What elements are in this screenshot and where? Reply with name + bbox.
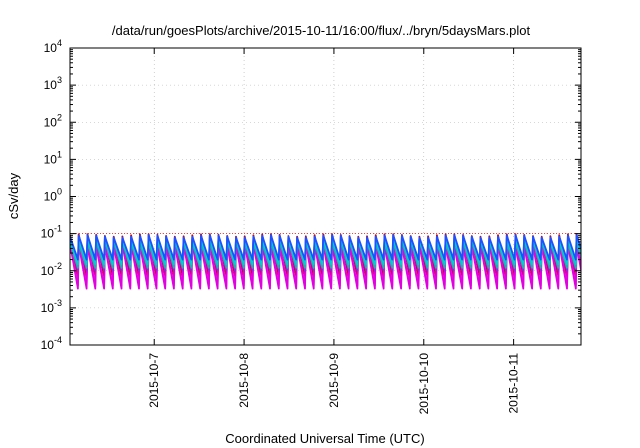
x-tick-label: 2015-10-9 <box>327 353 341 408</box>
y-axis: 10-4 10-3 10-2 10-1 100 101 102 103 104 <box>41 38 581 352</box>
x-axis: 2015-10-7 2015-10-8 2015-10-9 2015-10-10 201… <box>147 48 521 415</box>
y-tick-label: 10-1 <box>41 224 62 241</box>
x-axis-label: Coordinated Universal Time (UTC) <box>225 431 424 446</box>
x-tick-label: 2015-10-10 <box>417 353 431 415</box>
y-tick-label: 103 <box>44 75 62 92</box>
y-tick-label: 10-3 <box>41 298 62 315</box>
y-tick-label: 10-4 <box>41 335 62 352</box>
y-axis-label: cSv/day <box>6 172 21 219</box>
x-tick-label: 2015-10-8 <box>237 353 251 408</box>
chart-title: /data/run/goesPlots/archive/2015-10-11/1… <box>112 23 531 38</box>
y-tick-label: 100 <box>44 187 62 204</box>
grid <box>70 48 581 345</box>
y-tick-label: 102 <box>44 112 62 129</box>
y-tick-label: 104 <box>44 38 62 55</box>
series-line <box>70 234 581 261</box>
y-tick-label: 101 <box>44 149 62 166</box>
series-group <box>70 233 581 290</box>
x-tick-label: 2015-10-7 <box>147 353 161 408</box>
y-tick-label: 10-2 <box>41 261 62 278</box>
x-tick-label: 2015-10-11 <box>507 353 521 414</box>
